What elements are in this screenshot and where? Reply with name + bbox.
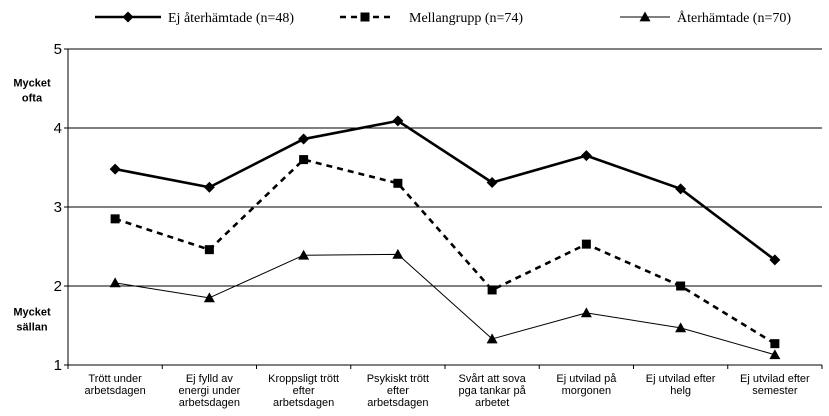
data-point-square [676,281,686,291]
series-line-1 [114,119,776,261]
data-point-triangle [580,307,592,318]
x-category-label: Trött under arbetsdagen [85,373,146,397]
data-point-square [393,178,403,188]
y-annotation: Mycket ofta [13,78,51,105]
chart-labels: Trött under arbetsdagen Ej fylld av energi … [13,78,810,410]
x-category-label: Kroppsligt trött efter arbetsdagen [268,373,339,409]
data-point-triangle [769,349,781,360]
y-tick-label: 1 [54,357,62,374]
data-point-triangle [675,322,687,333]
data-point-triangle [203,292,215,303]
chart-legend: Ej återhämtade (n=48) Mellangrupp (n=74) Å… [95,10,791,26]
data-point-diamond [580,150,592,162]
data-point-square [299,155,309,165]
data-point-diamond [298,133,310,145]
chart-gridlines [68,48,822,287]
data-point-triangle [109,277,121,288]
y-tick-label: 5 [54,41,62,58]
x-category-label: Ej utvilad efter helg [646,373,716,397]
y-tick-label: 3 [54,199,62,216]
data-point-diamond [109,163,121,175]
data-point-square [110,214,120,224]
data-point-triangle [486,333,498,344]
data-point-diamond [203,181,215,193]
chart-axes: 1 2 3 4 5 [54,41,823,374]
legend-label: Ej återhämtade (n=48) [168,11,294,26]
data-point-square [581,239,591,249]
y-tick-label: 2 [54,278,62,295]
legend-label: Återhämtade (n=70) [677,10,791,26]
data-point-triangle [639,11,651,22]
data-point-diamond [769,254,781,266]
data-point-diamond [675,183,687,195]
data-point-triangle [298,249,310,260]
chart-series [109,115,781,360]
y-tick-label: 4 [54,120,62,137]
data-point-diamond [392,115,404,127]
data-point-diamond [122,11,134,23]
x-category-label: Psykiskt trött efter arbetsdagen [367,373,429,409]
data-point-square [487,285,497,295]
x-category-label: Svårt att sova pga tankar på arbetet [458,373,526,409]
x-category-label: Ej utvilad efter semester [740,373,810,397]
data-point-diamond [486,177,498,189]
data-point-square [204,245,214,255]
data-point-triangle [392,248,404,259]
data-point-square [770,339,780,349]
series-line-2 [114,158,776,345]
x-category-label: Ej fylld av energi under arbetsdagen [178,373,240,409]
x-category-label: Ej utvilad på morgonen [556,373,617,397]
legend-label: Mellangrupp (n=74) [409,11,523,26]
series-line-3 [115,253,776,356]
y-annotation: Mycket sällan [13,307,51,334]
data-point-square [360,12,370,22]
